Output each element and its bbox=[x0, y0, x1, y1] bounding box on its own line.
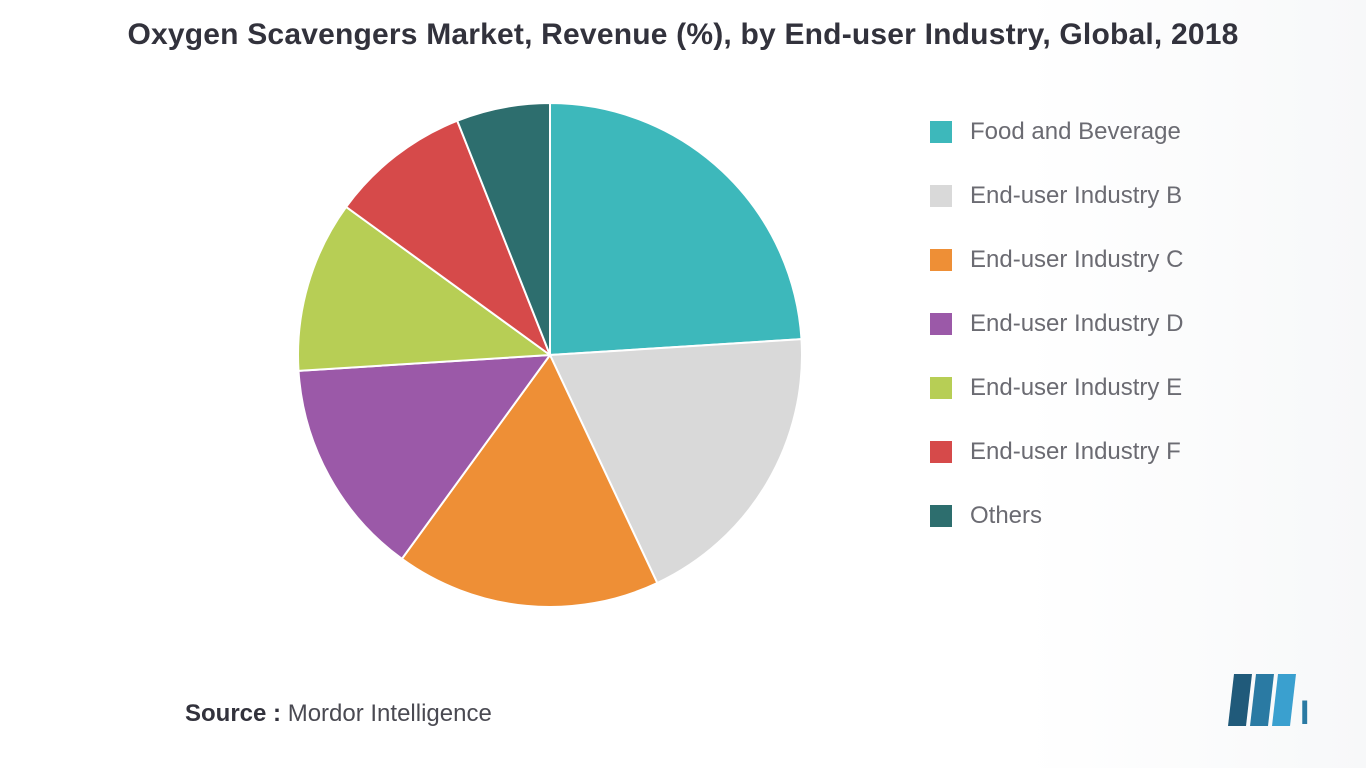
source-label: Source : bbox=[185, 700, 281, 727]
legend-swatch bbox=[930, 185, 952, 207]
legend-item: End-user Industry B bbox=[930, 182, 1183, 210]
legend-item: End-user Industry E bbox=[930, 374, 1183, 402]
legend-label: End-user Industry B bbox=[970, 182, 1182, 210]
svg-text:I: I bbox=[1300, 694, 1309, 732]
chart-container: Oxygen Scavengers Market, Revenue (%), b… bbox=[0, 0, 1366, 768]
legend-item: Others bbox=[930, 502, 1183, 530]
legend-label: Food and Beverage bbox=[970, 118, 1181, 146]
legend-item: Food and Beverage bbox=[930, 118, 1183, 146]
legend-label: End-user Industry D bbox=[970, 310, 1183, 338]
pie-slice bbox=[550, 103, 802, 355]
legend-item: End-user Industry C bbox=[930, 246, 1183, 274]
legend-label: End-user Industry E bbox=[970, 374, 1182, 402]
brand-logo: I bbox=[1228, 674, 1318, 732]
source-line: Source : Mordor Intelligence bbox=[185, 700, 492, 728]
source-value: Mordor Intelligence bbox=[288, 700, 492, 727]
legend-swatch bbox=[930, 377, 952, 399]
legend-swatch bbox=[930, 249, 952, 271]
brand-logo-svg: I bbox=[1228, 674, 1318, 732]
legend-item: End-user Industry D bbox=[930, 310, 1183, 338]
logo-bar bbox=[1250, 674, 1274, 726]
legend-label: End-user Industry C bbox=[970, 246, 1183, 274]
legend-label: End-user Industry F bbox=[970, 438, 1181, 466]
legend-swatch bbox=[930, 441, 952, 463]
pie-chart bbox=[290, 95, 810, 615]
chart-title: Oxygen Scavengers Market, Revenue (%), b… bbox=[0, 18, 1366, 52]
legend-swatch bbox=[930, 313, 952, 335]
legend-label: Others bbox=[970, 502, 1042, 530]
legend-item: End-user Industry F bbox=[930, 438, 1183, 466]
legend-swatch bbox=[930, 505, 952, 527]
legend-swatch bbox=[930, 121, 952, 143]
pie-svg bbox=[290, 95, 810, 615]
logo-bar bbox=[1228, 674, 1252, 726]
legend: Food and Beverage End-user Industry B End-… bbox=[930, 118, 1183, 530]
logo-bar bbox=[1272, 674, 1296, 726]
